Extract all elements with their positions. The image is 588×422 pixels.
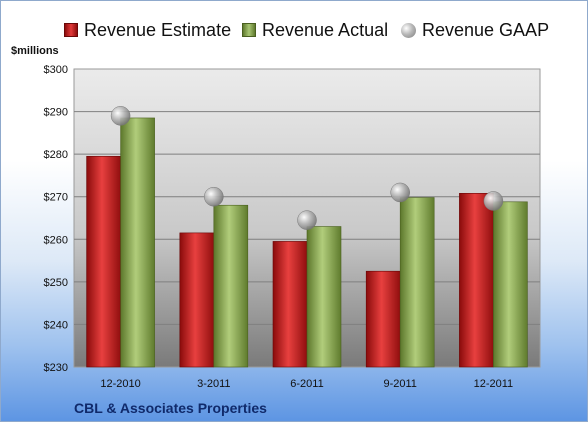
point-revenue-gaap [483,191,504,211]
bar-revenue-actual [120,117,155,368]
y-tick-label: $250 [44,277,68,289]
y-tick-label: $290 [44,107,68,119]
legend: Revenue Estimate Revenue Actual Revenue … [1,15,587,45]
bars [86,117,528,368]
legend-label-gaap: Revenue GAAP [422,19,550,40]
point-revenue-gaap [204,186,224,207]
bar-revenue-actual [493,201,528,368]
x-tick-label: 12-2011 [474,378,514,390]
x-tick-label: 3-2011 [197,378,230,390]
x-axis-ticks: 12-2010 3-2011 6-2011 9-2011 12-2011 [100,378,513,390]
bar-revenue-estimate [272,241,308,368]
bar-revenue-actual [213,204,249,368]
y-tick-label: $240 [44,319,68,331]
legend-label-estimate: Revenue Estimate [84,19,232,40]
y-tick-label: $270 [44,192,68,204]
legend-item-revenue-gaap: Revenue GAAP [401,15,549,45]
point-revenue-gaap [390,182,410,203]
bar-revenue-estimate [459,193,494,368]
legend-label-actual: Revenue Actual [262,19,389,40]
legend-swatch-actual [242,23,256,37]
legend-item-revenue-actual: Revenue Actual [242,15,388,45]
bar-revenue-estimate [179,232,215,368]
bar-revenue-estimate [86,155,121,368]
x-tick-label: 12-2010 [100,378,140,390]
bar-revenue-estimate [365,270,401,368]
y-axis-unit-label: $millions [11,45,59,57]
y-tick-label: $260 [44,234,68,246]
legend-swatch-estimate [64,23,78,37]
legend-swatch-gaap [401,22,416,38]
legend-item-revenue-estimate: Revenue Estimate [64,15,231,45]
bar-revenue-actual [399,197,435,368]
y-tick-label: $230 [44,362,68,374]
x-tick-label: 9-2011 [383,378,416,390]
y-tick-label: $280 [44,149,68,161]
point-revenue-gaap [110,106,131,126]
bar-revenue-actual [306,226,342,368]
gaap-points [110,106,504,230]
y-tick-label: $300 [44,64,68,76]
company-name: CBL & Associates Properties [74,400,267,416]
point-revenue-gaap [297,210,317,230]
y-axis-ticks: $230 $240 $250 $260 $270 $280 $290 $300 [44,64,68,374]
x-tick-label: 6-2011 [290,378,323,390]
